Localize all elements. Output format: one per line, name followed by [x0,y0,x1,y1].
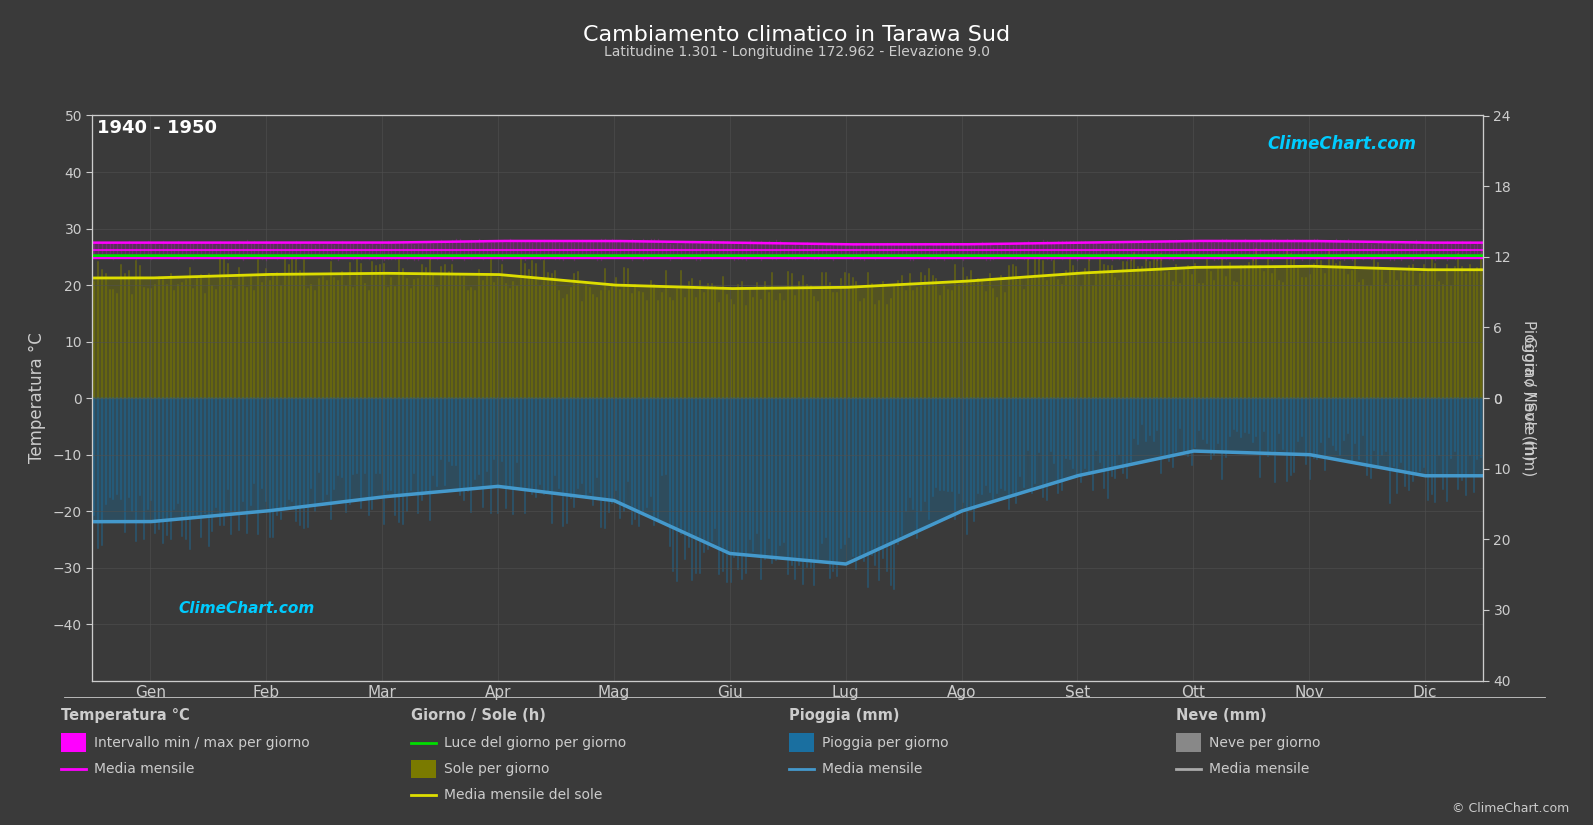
Y-axis label: Giorno / Sole (h): Giorno / Sole (h) [1521,336,1536,460]
Text: Intervallo min / max per giorno: Intervallo min / max per giorno [94,736,309,749]
Text: Giorno / Sole (h): Giorno / Sole (h) [411,708,546,723]
Text: ClimeChart.com: ClimeChart.com [178,601,315,615]
Text: Media mensile: Media mensile [822,762,922,776]
Y-axis label: Temperatura °C: Temperatura °C [27,332,46,464]
Text: Pioggia (mm): Pioggia (mm) [789,708,898,723]
Text: Cambiamento climatico in Tarawa Sud: Cambiamento climatico in Tarawa Sud [583,25,1010,45]
Text: Sole per giorno: Sole per giorno [444,762,550,776]
Text: Neve (mm): Neve (mm) [1176,708,1266,723]
Text: Media mensile: Media mensile [94,762,194,776]
Text: Luce del giorno per giorno: Luce del giorno per giorno [444,736,626,749]
Text: Media mensile del sole: Media mensile del sole [444,789,602,802]
Text: ClimeChart.com: ClimeChart.com [1268,135,1416,153]
Text: Pioggia per giorno: Pioggia per giorno [822,736,948,749]
Text: Temperatura °C: Temperatura °C [61,708,190,723]
Text: Media mensile: Media mensile [1209,762,1309,776]
Y-axis label: Pioggia / Neve (mm): Pioggia / Neve (mm) [1521,320,1536,476]
Text: © ClimeChart.com: © ClimeChart.com [1451,802,1569,815]
Text: Latitudine 1.301 - Longitudine 172.962 - Elevazione 9.0: Latitudine 1.301 - Longitudine 172.962 -… [604,45,989,59]
Text: Neve per giorno: Neve per giorno [1209,736,1321,749]
Text: 1940 - 1950: 1940 - 1950 [97,120,217,138]
